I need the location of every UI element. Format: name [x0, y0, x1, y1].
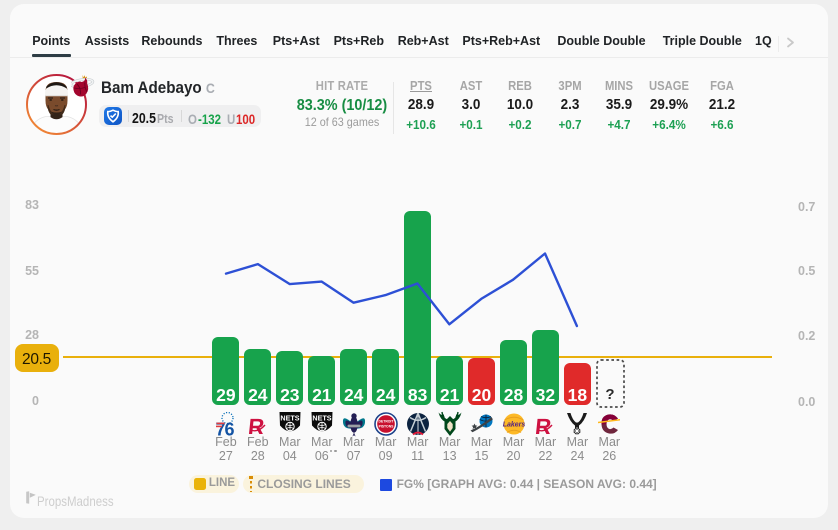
svg-text:6: 6: [224, 419, 234, 438]
svg-text:R: R: [247, 414, 266, 438]
svg-text:R: R: [534, 414, 553, 438]
svg-text:DETROIT: DETROIT: [378, 419, 394, 423]
svg-text:NETS: NETS: [280, 413, 299, 422]
svg-text:7: 7: [215, 419, 225, 438]
svg-text:NETS: NETS: [312, 413, 331, 422]
svg-text:Lakers: Lakers: [502, 421, 525, 428]
svg-text:PISTONS: PISTONS: [378, 424, 394, 428]
